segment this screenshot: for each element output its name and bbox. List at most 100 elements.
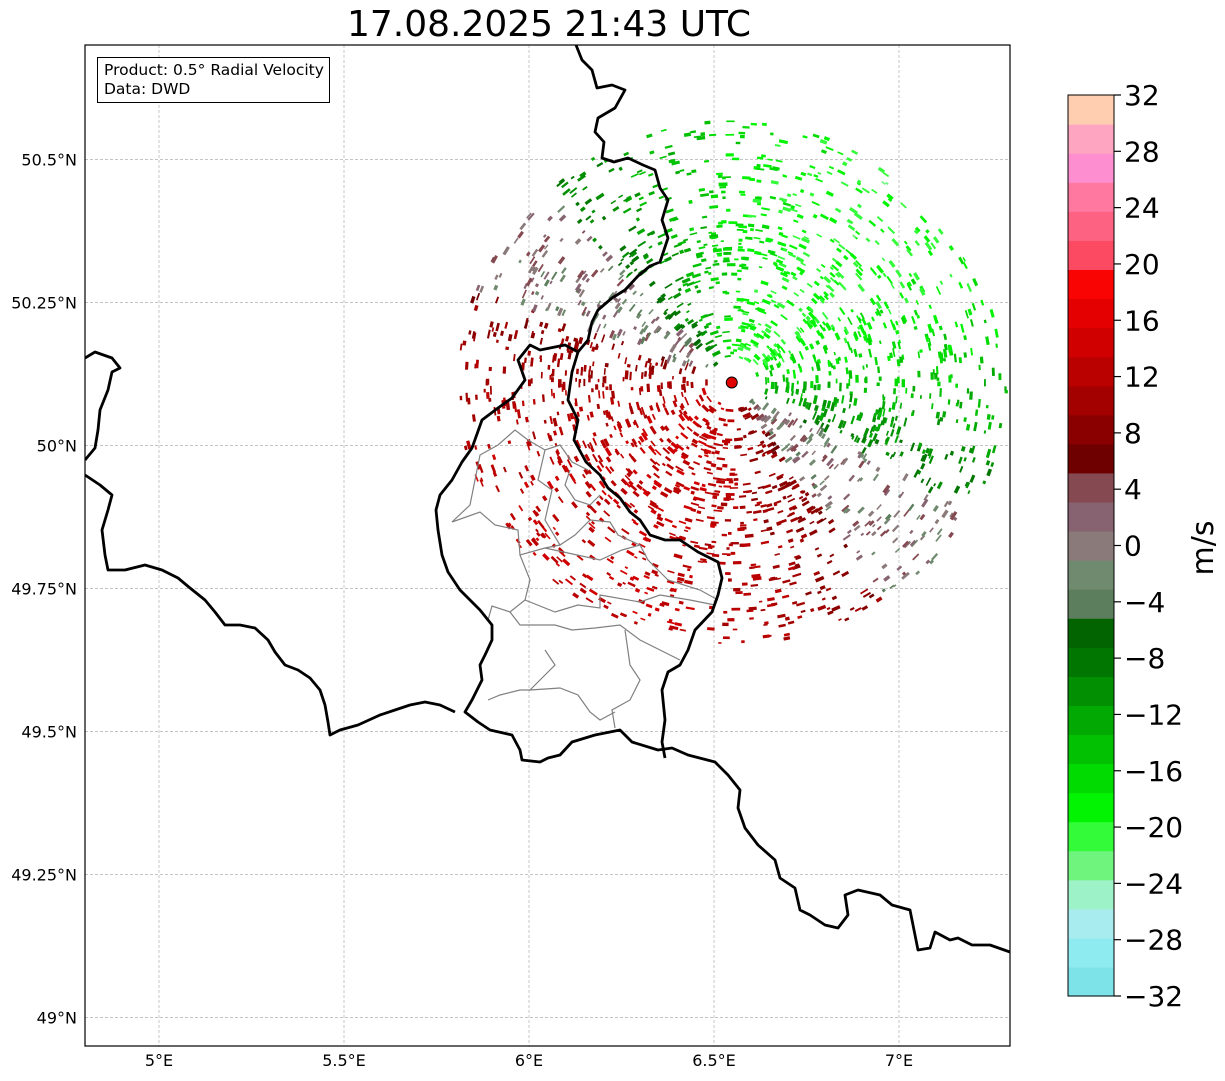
echo-gate (833, 351, 836, 356)
echo-gate (898, 491, 905, 499)
echo-gate (699, 486, 707, 492)
echo-gate (687, 415, 694, 422)
echo-gate (680, 324, 686, 330)
echo-gate (965, 423, 971, 431)
echo-gate (579, 206, 586, 212)
echo-gate (588, 441, 594, 449)
echo-gate (855, 554, 863, 561)
echo-gate (960, 323, 965, 333)
echo-gate (668, 310, 678, 318)
echo-gate (490, 464, 497, 473)
echo-gate (673, 553, 683, 560)
lon-tick-label: 6.5°E (692, 1051, 736, 1070)
echo-gate (867, 333, 873, 343)
echo-gate (659, 259, 667, 265)
echo-gate (672, 353, 677, 359)
echo-gate (646, 415, 653, 424)
echo-gate (851, 149, 859, 155)
echo-gate (532, 551, 537, 556)
echo-gate (675, 465, 684, 472)
echo-gate (530, 277, 535, 283)
echo-gate (826, 170, 833, 176)
echo-gate (561, 323, 567, 332)
echo-gate (923, 235, 931, 243)
echo-gate (630, 456, 637, 463)
echo-gate (545, 307, 549, 312)
echo-gate (688, 360, 694, 367)
echo-gate (773, 356, 778, 361)
echo-gate (801, 312, 807, 318)
echo-gate (621, 528, 630, 535)
echo-gate (691, 323, 698, 329)
colorbar-segment (1068, 792, 1114, 823)
echo-gate (633, 268, 638, 272)
echo-gate (848, 370, 853, 379)
echo-gate (637, 354, 642, 361)
echo-gate (766, 603, 776, 608)
echo-gate (852, 234, 857, 238)
echo-gate (610, 396, 615, 405)
echo-gate (876, 525, 882, 531)
echo-gate (795, 555, 802, 561)
echo-gate (665, 208, 674, 214)
echo-gate (820, 263, 826, 269)
echo-gate (885, 451, 890, 457)
echo-gate (723, 442, 729, 446)
echo-gate (830, 324, 836, 330)
echo-gate (708, 407, 715, 414)
echo-gate (740, 325, 749, 330)
echo-gate (614, 448, 619, 453)
echo-gate (725, 408, 734, 412)
colorbar-tick-label: −20 (1124, 811, 1183, 844)
echo-gate (927, 323, 933, 333)
echo-gate (606, 557, 614, 564)
echo-gate (494, 274, 499, 280)
echo-gate (605, 254, 614, 263)
echo-gate (881, 588, 886, 593)
echo-gate (928, 337, 932, 346)
echo-gate (919, 349, 923, 353)
echo-gate (894, 435, 899, 444)
echo-gate (616, 278, 625, 287)
echo-gate (714, 450, 720, 455)
echo-gate (942, 348, 948, 358)
echo-gate (874, 310, 880, 317)
echo-gate (784, 616, 790, 621)
echo-gate (674, 339, 681, 347)
echo-gate (837, 317, 842, 322)
echo-gate (839, 382, 842, 392)
echo-gate (733, 305, 741, 309)
echo-gate (659, 155, 667, 160)
echo-gate (641, 428, 649, 437)
echo-gate (698, 546, 708, 551)
echo-gate (495, 339, 499, 343)
echo-gate (741, 640, 745, 644)
echo-gate (675, 323, 684, 332)
echo-gate (532, 519, 539, 526)
echo-gate (668, 158, 676, 164)
echo-gate (924, 241, 933, 251)
echo-gate (827, 381, 831, 388)
echo-gate (578, 336, 584, 345)
echo-gate (527, 266, 534, 274)
echo-gate (711, 504, 717, 508)
echo-gate (668, 381, 672, 389)
echo-gate (711, 553, 720, 558)
echo-gate (557, 496, 564, 504)
echo-gate (766, 449, 773, 455)
echo-gate (597, 390, 601, 399)
colorbar-segment (1068, 298, 1114, 329)
echo-gate (815, 361, 820, 369)
echo-gate (903, 509, 910, 517)
echo-gate (639, 201, 648, 207)
echo-gate (815, 178, 823, 183)
echo-gate (532, 266, 539, 276)
echo-gate (689, 232, 698, 236)
echo-gate (733, 437, 744, 442)
echo-gate (697, 454, 703, 459)
echo-gate (815, 375, 819, 384)
echo-gate (901, 354, 905, 360)
map-frame (84, 44, 1011, 1047)
echo-gate (618, 194, 624, 199)
echo-gate (684, 336, 693, 345)
